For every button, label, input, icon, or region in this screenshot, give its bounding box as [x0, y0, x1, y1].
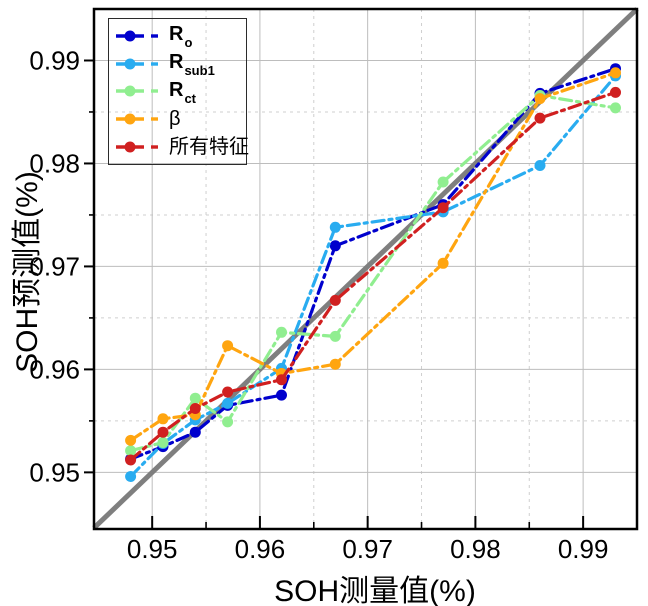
legend-marker-beta	[116, 113, 158, 125]
legend-entry-beta: β	[114, 105, 246, 133]
data-point-Rct	[222, 416, 234, 428]
data-point-Rct	[276, 326, 287, 338]
legend-entry-Ro: Ro	[114, 22, 246, 50]
data-point-Ro	[189, 426, 201, 438]
x-tick-label: 0.95	[127, 534, 178, 564]
plot-frame	[92, 7, 639, 531]
legend-label-Rsub1: Rsub1	[169, 51, 215, 79]
x-tick-label: 0.99	[558, 534, 609, 564]
data-point-Rct	[189, 392, 201, 404]
legend-marker-all-features	[116, 141, 158, 153]
legend-marker-Rct	[116, 85, 158, 97]
y-tick-label: 0.98	[29, 148, 80, 178]
y-tick-label: 0.99	[29, 45, 80, 75]
y-tick-label: 0.95	[29, 457, 80, 487]
data-point-beta	[125, 434, 137, 446]
data-point-beta	[222, 340, 234, 352]
legend-label-all-features: 所有特征	[169, 136, 249, 159]
legend: Ro Rsub1 Rct β 所有特征	[108, 18, 249, 165]
y-axis-title: SOH预测值(%)	[11, 171, 44, 373]
legend-marker-Rsub1	[116, 58, 158, 70]
legend-label-beta: β	[169, 108, 181, 131]
legend-marker-Ro	[116, 30, 158, 42]
data-point-beta	[534, 93, 546, 105]
data-point-Ro	[329, 240, 341, 252]
data-point-Rsub1	[534, 160, 546, 171]
data-point-Rct	[125, 445, 137, 457]
legend-label-Ro: Ro	[169, 23, 193, 51]
legend-entry-all-features: 所有特征	[114, 133, 249, 161]
data-point-all-features	[437, 202, 449, 214]
data-point-Rct	[329, 330, 341, 342]
data-point-all-features	[189, 403, 201, 414]
data-point-all-features	[534, 112, 546, 124]
data-point-all-features	[157, 426, 169, 438]
y-tick-label: 0.97	[29, 251, 80, 281]
data-point-Rsub1	[222, 397, 234, 409]
legend-label-Rct: Rct	[169, 78, 197, 106]
legend-entry-Rsub1: Rsub1	[114, 50, 246, 78]
data-point-all-features	[276, 374, 287, 386]
data-point-beta	[610, 67, 621, 79]
x-tick-label: 0.97	[342, 534, 393, 564]
data-point-Rct	[437, 176, 449, 188]
y-tick-label: 0.96	[29, 354, 80, 384]
data-point-beta	[329, 358, 341, 370]
data-point-beta	[437, 257, 449, 269]
data-point-beta	[157, 413, 169, 425]
data-point-Rct	[610, 102, 621, 114]
data-point-Rct	[157, 437, 169, 448]
legend-entry-Rct: Rct	[114, 78, 246, 106]
data-point-all-features	[610, 86, 621, 98]
x-tick-label: 0.98	[450, 534, 501, 564]
data-point-all-features	[222, 386, 234, 398]
data-point-Rsub1	[329, 221, 341, 233]
data-point-Rsub1	[125, 471, 137, 482]
data-point-all-features	[329, 294, 341, 306]
x-axis-title: SOH测量值(%)	[274, 575, 476, 606]
data-point-all-features	[125, 454, 137, 466]
data-point-Ro	[276, 389, 287, 401]
x-tick-label: 0.96	[235, 534, 286, 564]
